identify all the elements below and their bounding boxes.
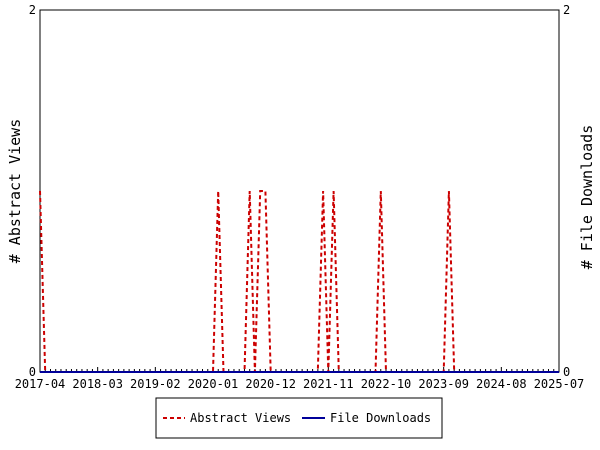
x-axis-tick-labels: 2017-04 2018-03 2019-02 2020-01 2020-12 2021-… — [15, 377, 585, 391]
x-tick-label: 2018-03 — [72, 377, 123, 391]
x-tick-label: 2025-07 — [534, 377, 585, 391]
x-tick-label: 2020-01 — [188, 377, 239, 391]
y-right-axis-title: # File Downloads — [578, 125, 596, 270]
plot-area — [39, 9, 560, 373]
y-right-tick-label-min: 0 — [563, 365, 570, 379]
x-tick-label: 2019-02 — [130, 377, 181, 391]
x-tick-label: 2023-09 — [418, 377, 469, 391]
x-tick-label: 2024-08 — [476, 377, 527, 391]
y-left-tick-label-max: 2 — [29, 3, 36, 17]
series-layer — [39, 190, 559, 373]
legend-label-abstract-views: Abstract Views — [190, 411, 291, 425]
x-tick-label: 2020-12 — [245, 377, 296, 391]
legend: Abstract Views File Downloads — [155, 397, 443, 439]
legend-box — [155, 397, 443, 439]
legend-label-file-downloads: File Downloads — [330, 411, 431, 425]
x-tick-label: 2021-11 — [303, 377, 354, 391]
x-tick-label: 2022-10 — [361, 377, 412, 391]
x-tick-label: 2017-04 — [15, 377, 66, 391]
y-left-tick-label-min: 0 — [29, 365, 36, 379]
y-left-axis-title: # Abstract Views — [6, 119, 24, 264]
y-right-tick-label-max: 2 — [563, 3, 570, 17]
